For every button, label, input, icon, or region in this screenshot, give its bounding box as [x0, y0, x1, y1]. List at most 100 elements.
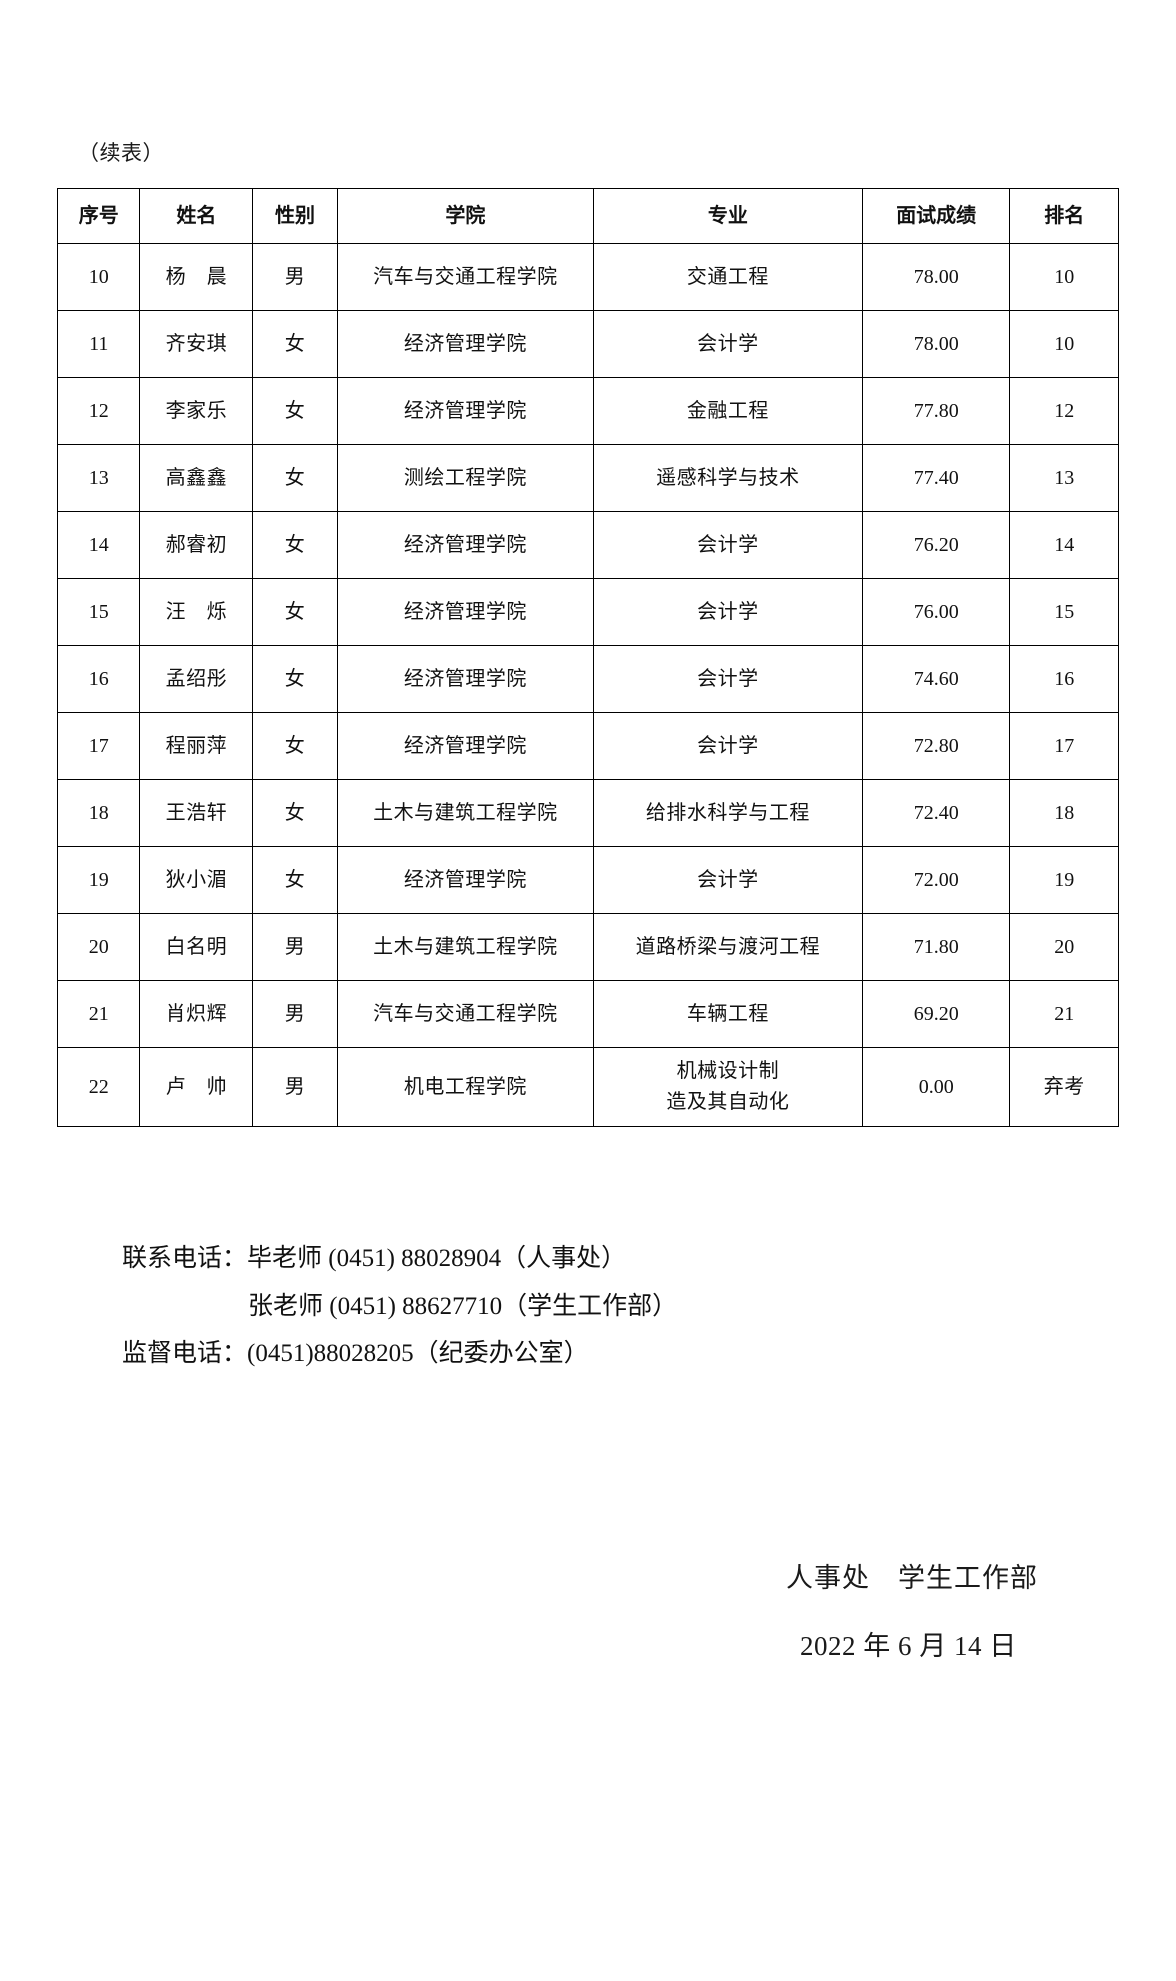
cell-college: 经济管理学院 — [336, 846, 594, 914]
cell-college: 经济管理学院 — [336, 511, 594, 579]
cell-rank: 12 — [1009, 377, 1119, 445]
cell-major: 会计学 — [592, 712, 863, 780]
cell-name: 白名明 — [139, 913, 254, 981]
cell-major: 会计学 — [592, 846, 863, 914]
interview-score-table-wrapper: 序号 姓名 性别 学院 专业 面试成绩 排名 10 杨 晨 男 汽车与交通工程学… — [56, 188, 1119, 1127]
cell-college: 经济管理学院 — [336, 377, 594, 445]
cell-name: 王浩轩 — [139, 779, 254, 847]
column-header-rank: 排名 — [1009, 188, 1119, 244]
table-row: 17 程丽萍 女 经济管理学院 会计学 72.80 17 — [56, 712, 1119, 780]
table-row: 11 齐安琪 女 经济管理学院 会计学 78.00 10 — [56, 310, 1119, 378]
cell-major: 车辆工程 — [592, 980, 863, 1048]
cell-rank: 19 — [1009, 846, 1119, 914]
cell-college: 测绘工程学院 — [336, 444, 594, 512]
cell-name: 汪 烁 — [139, 578, 254, 646]
cell-college: 经济管理学院 — [336, 712, 594, 780]
cell-score: 72.80 — [861, 712, 1011, 780]
cell-rank: 14 — [1009, 511, 1119, 579]
table-row: 12 李家乐 女 经济管理学院 金融工程 77.80 12 — [56, 377, 1119, 445]
column-header-score: 面试成绩 — [861, 188, 1011, 244]
table-row: 15 汪 烁 女 经济管理学院 会计学 76.00 15 — [56, 578, 1119, 646]
continuation-table-label: （续表） — [78, 141, 164, 165]
table-header-row: 序号 姓名 性别 学院 专业 面试成绩 排名 — [56, 188, 1119, 244]
cell-college: 经济管理学院 — [336, 578, 594, 646]
cell-major: 会计学 — [592, 578, 863, 646]
cell-score: 76.00 — [861, 578, 1011, 646]
cell-index: 17 — [56, 712, 141, 780]
cell-index: 18 — [56, 779, 141, 847]
cell-name: 程丽萍 — [139, 712, 254, 780]
cell-index: 16 — [56, 645, 141, 713]
signature-date: 2022 年 6 月 14 日 — [800, 1630, 1017, 1661]
cell-score: 69.20 — [861, 980, 1011, 1048]
cell-major: 道路桥梁与渡河工程 — [592, 913, 863, 981]
table-row: 18 王浩轩 女 土木与建筑工程学院 给排水科学与工程 72.40 18 — [56, 779, 1119, 847]
cell-score: 77.40 — [861, 444, 1011, 512]
signature-departments: 人事处 学生工作部 — [786, 1563, 1038, 1593]
cell-name: 郝睿初 — [139, 511, 254, 579]
cell-major: 金融工程 — [592, 377, 863, 445]
cell-rank: 15 — [1009, 578, 1119, 646]
table-row: 10 杨 晨 男 汽车与交通工程学院 交通工程 78.00 10 — [56, 243, 1119, 311]
cell-gender: 女 — [252, 511, 338, 579]
cell-score: 0.00 — [861, 1047, 1011, 1127]
cell-college: 土木与建筑工程学院 — [336, 913, 594, 981]
cell-name: 杨 晨 — [139, 243, 254, 311]
cell-rank: 17 — [1009, 712, 1119, 780]
cell-major: 会计学 — [592, 511, 863, 579]
column-header-college: 学院 — [336, 188, 594, 244]
cell-gender: 女 — [252, 645, 338, 713]
cell-index: 19 — [56, 846, 141, 914]
cell-gender: 男 — [252, 243, 338, 311]
cell-gender: 女 — [252, 779, 338, 847]
cell-major: 给排水科学与工程 — [592, 779, 863, 847]
cell-index: 22 — [56, 1047, 141, 1127]
cell-index: 10 — [56, 243, 141, 311]
table-row: 16 孟绍彤 女 经济管理学院 会计学 74.60 16 — [56, 645, 1119, 713]
cell-score: 76.20 — [861, 511, 1011, 579]
cell-major: 遥感科学与技术 — [592, 444, 863, 512]
cell-rank: 21 — [1009, 980, 1119, 1048]
cell-rank: 13 — [1009, 444, 1119, 512]
cell-major: 会计学 — [592, 310, 863, 378]
cell-college: 土木与建筑工程学院 — [336, 779, 594, 847]
cell-rank: 16 — [1009, 645, 1119, 713]
column-header-major: 专业 — [592, 188, 863, 244]
cell-name: 卢 帅 — [139, 1047, 254, 1127]
cell-score: 78.00 — [861, 310, 1011, 378]
column-header-gender: 性别 — [252, 188, 338, 244]
contact-line-student-affairs: 张老师 (0451) 88627710（学生工作部） — [248, 1292, 678, 1320]
cell-index: 21 — [56, 980, 141, 1048]
cell-gender: 女 — [252, 712, 338, 780]
cell-gender: 男 — [252, 1047, 338, 1127]
cell-name: 肖炽辉 — [139, 980, 254, 1048]
table-row: 22 卢 帅 男 机电工程学院 机械设计制 造及其自动化 0.00 弃考 — [56, 1047, 1119, 1127]
contact-information-block: 联系电话：毕老师 (0451) 88028904（人事处） 张老师 (0451)… — [0, 1235, 1176, 1378]
cell-score: 77.80 — [861, 377, 1011, 445]
cell-college: 汽车与交通工程学院 — [336, 980, 594, 1048]
interview-score-table: 序号 姓名 性别 学院 专业 面试成绩 排名 10 杨 晨 男 汽车与交通工程学… — [56, 188, 1119, 1127]
cell-index: 13 — [56, 444, 141, 512]
signature-block: 人事处 学生工作部 2022 年 6 月 14 日 — [786, 1560, 1038, 1666]
contact-line-supervision: 监督电话：(0451)88028205（纪委办公室） — [122, 1340, 589, 1367]
cell-college: 经济管理学院 — [336, 645, 594, 713]
column-header-name: 姓名 — [139, 188, 254, 244]
cell-index: 11 — [56, 310, 141, 378]
cell-gender: 女 — [252, 578, 338, 646]
cell-rank: 18 — [1009, 779, 1119, 847]
cell-gender: 女 — [252, 310, 338, 378]
cell-index: 14 — [56, 511, 141, 579]
cell-rank: 10 — [1009, 243, 1119, 311]
cell-score: 71.80 — [861, 913, 1011, 981]
cell-rank: 弃考 — [1009, 1047, 1119, 1127]
cell-college: 机电工程学院 — [336, 1047, 594, 1127]
cell-major: 机械设计制 造及其自动化 — [592, 1047, 863, 1127]
cell-score: 72.00 — [861, 846, 1011, 914]
cell-gender: 女 — [252, 444, 338, 512]
cell-major-line-1: 机械设计制 — [676, 1060, 780, 1082]
table-row: 13 高鑫鑫 女 测绘工程学院 遥感科学与技术 77.40 13 — [56, 444, 1119, 512]
cell-college: 经济管理学院 — [336, 310, 594, 378]
cell-name: 李家乐 — [139, 377, 254, 445]
contact-line-hr: 联系电话：毕老师 (0451) 88028904（人事处） — [122, 1245, 627, 1272]
